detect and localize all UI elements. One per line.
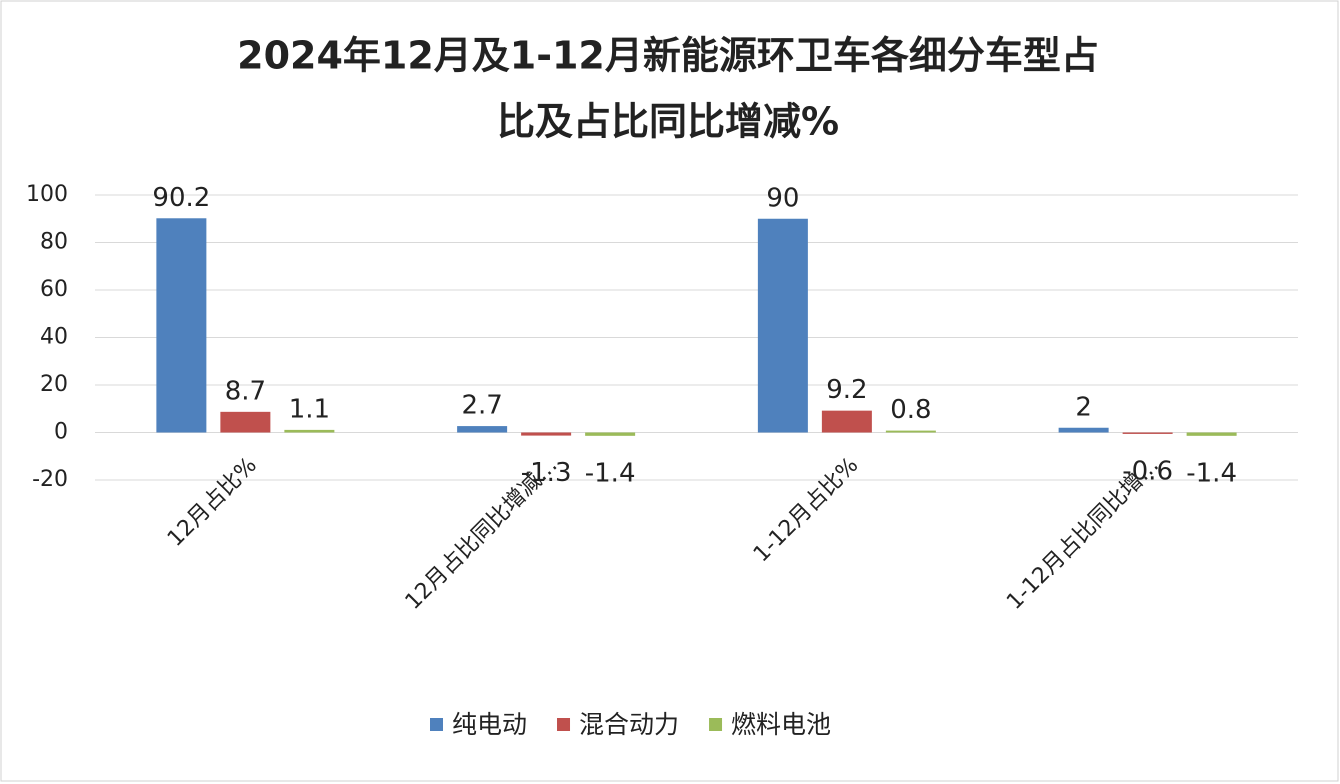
legend-swatch (430, 718, 443, 731)
data-label: -1.4 (1186, 458, 1237, 488)
y-tick-label: 60 (40, 277, 68, 302)
bar (1058, 427, 1109, 433)
bar (757, 218, 808, 433)
legend-label: 燃料电池 (731, 710, 831, 739)
chart-title: 比及占比同比增减% (497, 100, 839, 144)
y-tick-label: 0 (54, 420, 68, 445)
data-label: 2.7 (461, 391, 502, 421)
data-label: 2 (1075, 392, 1092, 422)
y-tick-label: 40 (40, 325, 68, 350)
legend-label: 混合动力 (579, 710, 679, 739)
bar (457, 426, 508, 433)
data-label: -0.6 (1122, 456, 1173, 486)
data-label: -1.3 (521, 458, 572, 488)
data-label: 0.8 (890, 395, 931, 425)
data-label: 8.7 (225, 376, 266, 406)
bar (220, 411, 271, 433)
y-tick-label: 20 (40, 372, 68, 397)
bar (1122, 432, 1173, 434)
y-tick-label: 80 (40, 230, 68, 255)
chart-title: 2024年12月及1-12月新能源环卫车各细分车型占 (237, 34, 1099, 78)
legend-swatch (709, 718, 723, 731)
data-label: -1.4 (585, 458, 636, 488)
bar (521, 432, 572, 436)
legend-swatch (557, 718, 571, 731)
bar (156, 218, 207, 433)
bar (885, 430, 936, 433)
y-tick-label: 100 (26, 182, 68, 207)
data-label: 9.2 (826, 375, 867, 405)
data-label: 1.1 (289, 394, 330, 424)
bar (821, 410, 872, 433)
bar (585, 432, 636, 436)
legend-label: 纯电动 (452, 710, 527, 739)
y-tick-label: -20 (32, 467, 68, 492)
data-label: 90 (766, 183, 799, 213)
bar (284, 429, 335, 433)
data-label: 90.2 (152, 183, 210, 213)
bar (1186, 432, 1237, 436)
